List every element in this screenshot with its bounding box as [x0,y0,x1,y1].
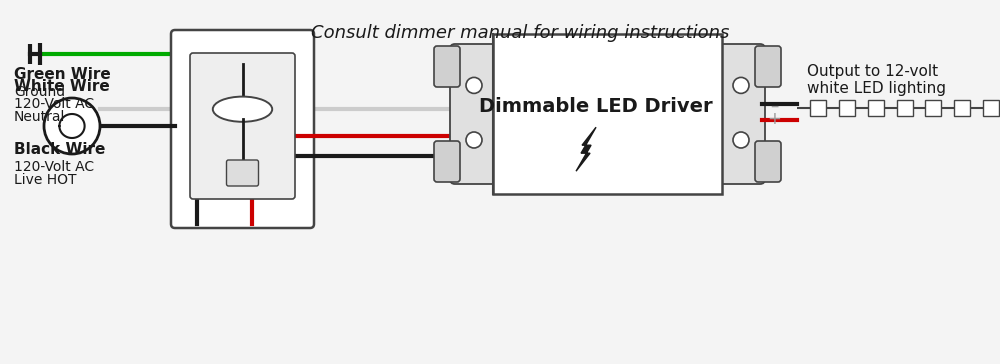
Text: Live HOT: Live HOT [14,173,76,187]
Bar [983,100,999,116]
Bar [896,100,912,116]
Circle shape [733,78,749,94]
Text: 120-Volt AC: 120-Volt AC [14,97,94,111]
Circle shape [44,98,100,154]
FancyBboxPatch shape [755,141,781,182]
Bar [493,34,722,194]
Circle shape [466,132,482,148]
Text: White Wire: White Wire [14,79,110,94]
FancyBboxPatch shape [190,53,295,199]
Circle shape [733,132,749,148]
Bar [810,100,826,116]
FancyBboxPatch shape [450,44,498,184]
Ellipse shape [213,96,272,122]
FancyBboxPatch shape [171,30,314,228]
Bar [954,100,970,116]
Text: 120-Volt AC: 120-Volt AC [14,160,94,174]
FancyBboxPatch shape [226,160,258,186]
Text: Dimmable LED Driver: Dimmable LED Driver [479,96,713,115]
FancyBboxPatch shape [434,141,460,182]
FancyBboxPatch shape [717,44,765,184]
Text: +: + [767,110,781,128]
Text: Black Wire: Black Wire [14,142,105,157]
Text: Green Wire: Green Wire [14,67,111,82]
Circle shape [466,78,482,94]
Bar [868,100,884,116]
Text: Output to 12-volt
white LED lighting: Output to 12-volt white LED lighting [807,64,946,96]
Text: Ground: Ground [14,85,65,99]
Bar [925,100,941,116]
Text: –: – [770,96,778,114]
Text: Neutral: Neutral [14,110,65,124]
Text: Consult dimmer manual for wiring instructions: Consult dimmer manual for wiring instruc… [311,24,729,42]
Bar [839,100,855,116]
FancyBboxPatch shape [434,46,460,87]
Polygon shape [576,127,596,171]
FancyBboxPatch shape [755,46,781,87]
